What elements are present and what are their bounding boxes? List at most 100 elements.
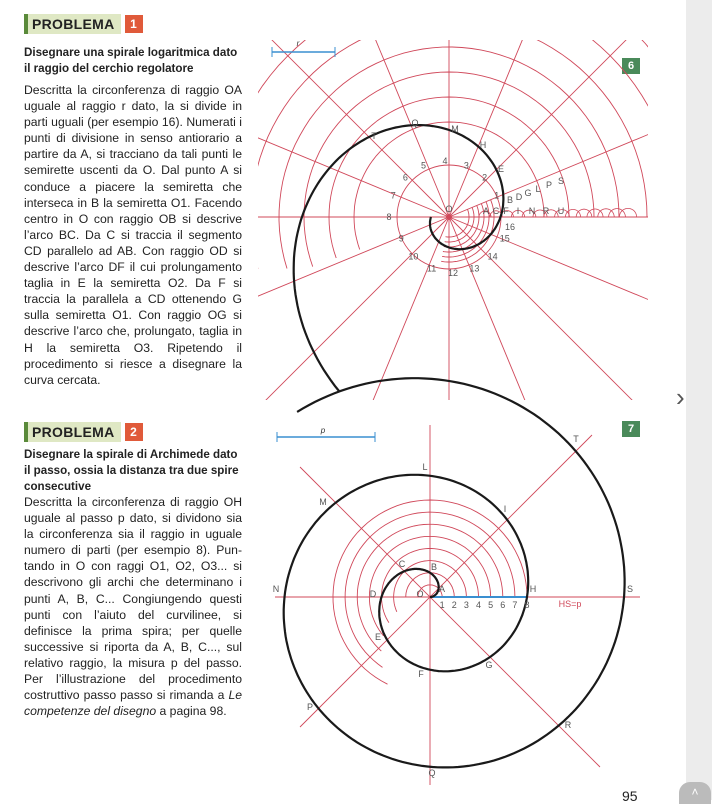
construction-arc xyxy=(328,96,570,259)
number-label: 3 xyxy=(464,160,469,170)
problem-1-title: Disegnare una spirale logaritmica dato i… xyxy=(24,46,238,75)
formula-hs-p: HS=p xyxy=(559,599,582,609)
number-label: 5 xyxy=(421,160,426,170)
point-label-E: E xyxy=(375,632,381,642)
ray-line xyxy=(448,216,648,300)
step-arc xyxy=(332,499,528,685)
point-label-D: D xyxy=(516,192,523,202)
point-label-H: H xyxy=(480,140,487,150)
problem-number: 1 xyxy=(124,15,143,33)
number-label: 8 xyxy=(386,212,391,222)
text-end: a pagina 98. xyxy=(156,704,227,719)
chevron-up-icon[interactable]: ˄ xyxy=(679,782,711,804)
step-arc xyxy=(575,208,593,217)
diagonal xyxy=(299,466,601,768)
step-arc xyxy=(543,209,559,217)
center-point xyxy=(446,214,452,220)
step-arc xyxy=(565,208,581,217)
point-label-O: O xyxy=(416,589,423,599)
problem-number: 2 xyxy=(124,423,143,441)
ray-line xyxy=(372,216,450,400)
point-label-N: N xyxy=(529,206,536,216)
side-strip xyxy=(686,0,712,800)
step-arc xyxy=(521,209,537,217)
step-arc xyxy=(554,209,570,217)
number-label: 2 xyxy=(452,600,457,610)
point-label-A: A xyxy=(483,206,489,216)
number-label: 6 xyxy=(403,172,408,182)
number-label: 14 xyxy=(488,252,498,262)
construction-arc-small xyxy=(442,203,485,253)
diagonal xyxy=(299,434,593,728)
number-label: 4 xyxy=(476,600,481,610)
point-label-U: U xyxy=(558,206,565,216)
ray-line xyxy=(448,216,633,400)
point-label-Q: Q xyxy=(411,118,418,128)
point-label-R: R xyxy=(565,720,572,730)
step-arc xyxy=(344,511,516,668)
text-main: Descritta la circonferenza di raggio OH … xyxy=(24,495,242,703)
construction-arc xyxy=(353,121,545,250)
number-label: 12 xyxy=(448,268,458,278)
problem-2-text: Descritta la circonferenza di raggio OH … xyxy=(24,494,242,719)
number-label: 15 xyxy=(500,233,510,243)
logarithmic-spiral xyxy=(292,123,505,392)
problem-1-text: Descritta la circonferenza di raggio OA … xyxy=(24,83,242,387)
step-arc xyxy=(393,560,467,612)
construction-arc xyxy=(258,40,648,269)
number-label: 9 xyxy=(399,233,404,243)
construction-arc-small xyxy=(444,207,475,243)
number-label: 3 xyxy=(464,600,469,610)
number-label: 10 xyxy=(408,252,418,262)
step-arc xyxy=(597,208,615,217)
ray-line xyxy=(448,134,648,218)
problem-2-title: Disegnare la spirale di Archimede dato i… xyxy=(24,448,239,493)
point-label-P: P xyxy=(307,702,313,712)
problem-label: PROBLEMA xyxy=(24,422,121,442)
point-label-H: H xyxy=(530,584,537,594)
ray-line xyxy=(265,216,450,400)
point-label-B: B xyxy=(507,195,513,205)
number-label: 7 xyxy=(512,600,517,610)
number-label: 4 xyxy=(442,156,447,166)
number-label: 8 xyxy=(524,600,529,610)
ray-line xyxy=(448,40,523,218)
point-label-F: F xyxy=(503,206,509,216)
number-label: 7 xyxy=(391,191,396,201)
number-label: 2 xyxy=(482,172,487,182)
step-arc xyxy=(586,208,604,217)
construction-arc-small xyxy=(441,199,495,263)
number-label: 1 xyxy=(494,191,499,201)
number-label: 1 xyxy=(440,600,445,610)
page-number: 95 xyxy=(622,788,638,804)
ray-line xyxy=(448,40,627,218)
point-label-D: D xyxy=(370,589,377,599)
figure-badge-6: 6 xyxy=(622,58,640,74)
figure-badge-7: 7 xyxy=(622,421,640,437)
text-italic: Le competenze del disegno xyxy=(24,688,242,719)
point-label-T: T xyxy=(573,434,579,444)
point-label-L: L xyxy=(535,184,540,194)
point-label-B: B xyxy=(431,562,437,572)
number-label: 16 xyxy=(505,222,515,232)
chevron-right-icon[interactable]: › xyxy=(676,382,685,412)
scale-label-p: p xyxy=(320,426,326,435)
point-label-C: C xyxy=(493,206,500,216)
point-label-R: R xyxy=(543,206,550,216)
point-label-F: F xyxy=(418,669,424,679)
point-label-I: I xyxy=(517,206,520,216)
point-label-C: C xyxy=(399,559,406,569)
point-label-P: P xyxy=(546,180,552,190)
ray-line xyxy=(375,40,450,218)
scale-label-r: r xyxy=(297,39,300,48)
point-label-O: O xyxy=(445,204,452,214)
step-arc xyxy=(619,207,637,217)
point-label-Q: Q xyxy=(428,768,435,778)
step-arc xyxy=(510,209,525,217)
point-label-T: T xyxy=(371,131,377,141)
number-label: 5 xyxy=(488,600,493,610)
archimedes-spiral xyxy=(282,377,626,769)
ray-line xyxy=(258,137,450,218)
step-arc xyxy=(608,208,626,217)
